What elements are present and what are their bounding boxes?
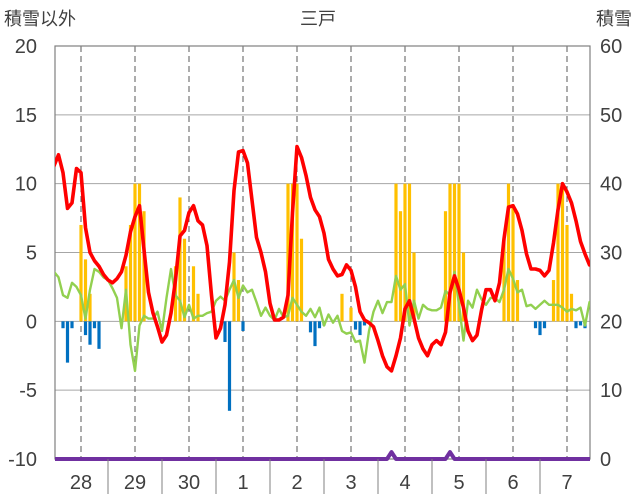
bar-series-2 [88,321,92,345]
x-tick-label: 6 [507,472,518,494]
bar-series-1 [511,204,515,322]
bar-series-1 [452,183,457,322]
bar-series-2 [92,321,97,329]
x-tick-label: 28 [70,472,92,494]
y2-tick-label: 20 [600,311,622,333]
bar-series-1 [88,293,92,322]
bar-series-1 [178,197,182,322]
x-tick-label: 29 [124,472,146,494]
bar-series-1 [556,183,560,322]
bar-series-1 [349,307,353,322]
bar-series-1 [506,183,511,322]
y-tick-label: -10 [8,449,37,471]
bar-series-2 [97,321,101,349]
bar-series-2 [61,321,65,329]
y-tick-label: 0 [26,311,37,333]
bar-series-2 [223,321,227,342]
bar-series-1 [515,280,520,322]
bar-series-2 [317,321,322,329]
bar-series-1 [79,224,83,322]
bar-series-2 [65,321,70,363]
bar-series-1 [457,183,461,322]
bar-series-1 [398,211,403,322]
y-tick-label: 20 [15,36,37,58]
bar-series-2 [227,321,232,411]
bar-series-1 [286,183,290,322]
line-series-3 [55,267,590,373]
bar-series-2 [313,321,317,347]
bar-series-1 [502,238,506,322]
x-tick-label: 1 [237,472,248,494]
bar-series-1 [133,183,137,322]
bar-series-1 [290,183,295,322]
bar-series-1 [232,252,236,322]
y-tick-label: 10 [15,174,37,196]
bar-series-1 [299,238,304,322]
bar-series-2 [538,321,542,336]
x-tick-label: 3 [345,472,356,494]
bar-series-2 [578,321,583,326]
right-axis-label: 積雪 [596,9,632,29]
y2-tick-label: 10 [600,380,622,402]
bar-series-1 [569,293,574,322]
bar-series-1 [191,266,196,322]
y-tick-label: -5 [19,380,37,402]
bar-series-1 [412,252,416,322]
bar-series-1 [182,238,187,322]
bar-series-1 [448,183,452,322]
plot-area [55,144,590,461]
bar-series-1 [196,293,200,322]
bar-series-2 [70,321,74,329]
bar-series-2 [533,321,538,329]
line-series-4 [55,144,590,373]
y2-tick-label: 50 [600,105,622,127]
bar-series-1 [560,183,565,322]
y-tick-label: 15 [15,105,37,127]
bar-series-2 [308,321,313,333]
bar-series-1 [394,183,398,322]
x-tick-label: 7 [561,472,572,494]
line-series-5 [55,450,590,461]
bar-series-1 [443,211,448,322]
y2-tick-label: 40 [600,174,622,196]
bar-series-2 [362,321,367,326]
bar-series-2 [358,321,362,336]
bar-series-1 [407,183,412,322]
bar-series-1 [83,259,88,322]
x-tick-label: 30 [178,472,200,494]
bar-series-1 [128,224,133,322]
bar-series-1 [551,280,556,322]
y2-tick-label: 0 [600,449,611,471]
bar-series-1 [565,224,569,322]
x-tick-label: 5 [453,472,464,494]
bar-series-2 [574,321,578,329]
bar-series-2 [353,321,358,330]
bar-series-2 [542,321,547,329]
x-tick-label: 4 [399,472,410,494]
bar-series-2 [83,321,88,336]
y2-tick-label: 60 [600,36,622,58]
y-tick-label: 5 [26,243,37,265]
bar-series-2 [241,321,245,331]
y2-tick-label: 30 [600,243,622,265]
bar-series-1 [340,293,344,322]
bar-series-1 [403,183,407,322]
left-axis-label: 積雪以外 [4,9,76,29]
bar-series-1 [295,183,299,322]
bar-series-1 [461,252,466,322]
bar-series-1 [236,280,241,322]
chart-title: 三戸 [300,9,336,29]
bar-series-1 [137,183,142,322]
x-tick-label: 2 [291,472,302,494]
